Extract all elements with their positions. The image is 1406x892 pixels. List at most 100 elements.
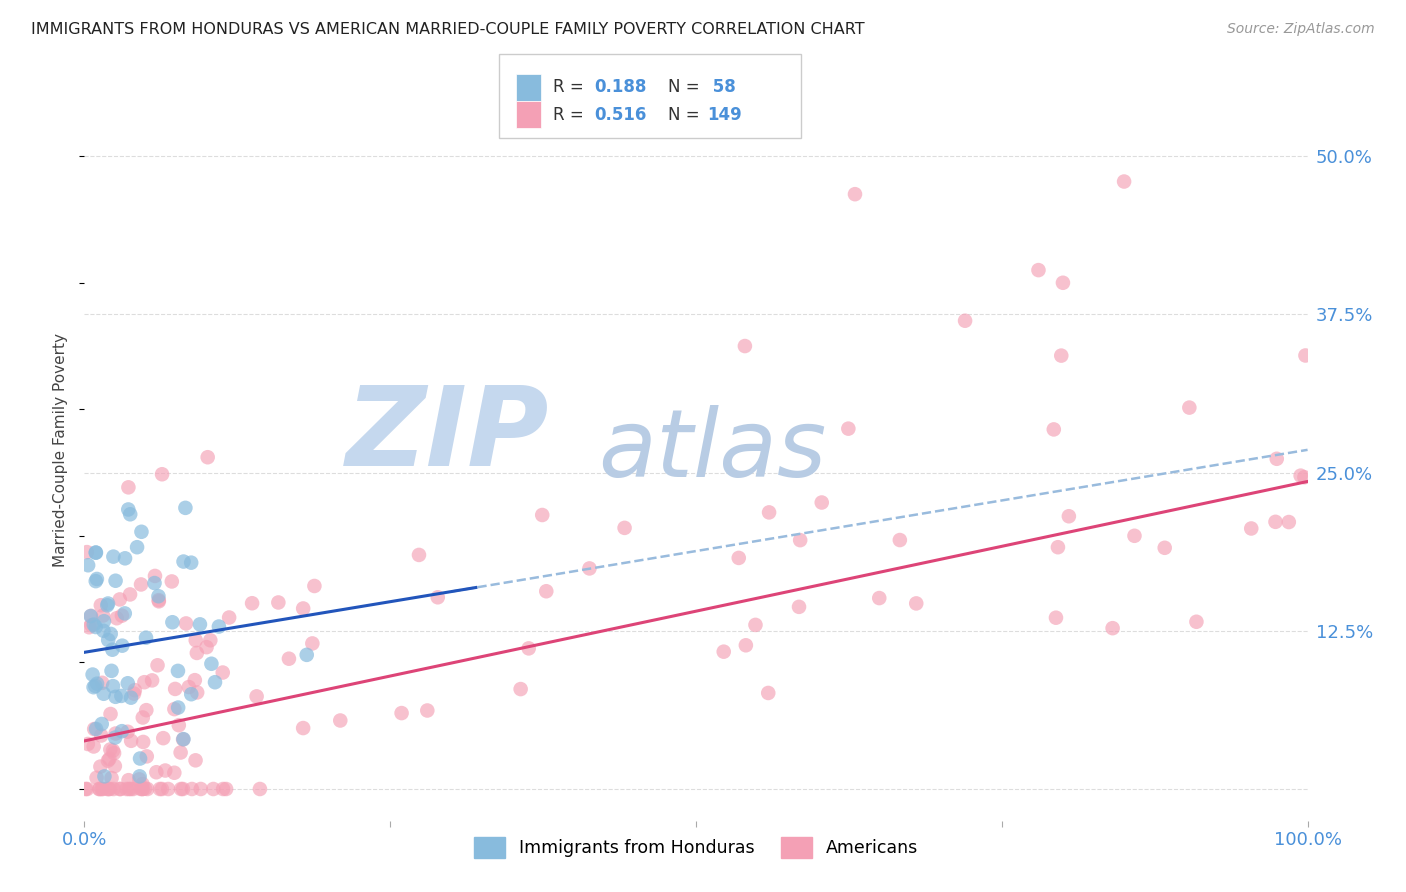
- Point: [169, 746, 191, 760]
- Point: [162, 615, 184, 630]
- Point: [131, 777, 153, 791]
- Point: [149, 782, 172, 797]
- Point: [150, 782, 173, 797]
- Point: [292, 721, 315, 735]
- Point: [93, 624, 115, 638]
- Point: [110, 689, 132, 703]
- Point: [240, 596, 263, 610]
- Point: [79, 609, 101, 624]
- Point: [787, 599, 810, 614]
- Point: [129, 577, 152, 591]
- Point: [82, 667, 104, 681]
- Point: [953, 314, 976, 328]
- Point: [416, 704, 439, 718]
- Point: [756, 686, 779, 700]
- Point: [145, 765, 167, 780]
- Point: [148, 589, 170, 603]
- Point: [509, 682, 531, 697]
- Point: [100, 664, 122, 678]
- Text: N =: N =: [668, 78, 704, 96]
- Point: [200, 657, 222, 671]
- Point: [150, 467, 173, 482]
- Point: [174, 500, 197, 515]
- Point: [184, 753, 207, 767]
- Point: [304, 579, 326, 593]
- Point: [84, 546, 107, 560]
- Text: 0.188: 0.188: [595, 78, 647, 96]
- Point: [91, 608, 114, 623]
- Point: [129, 751, 152, 765]
- Point: [93, 769, 115, 783]
- Point: [111, 724, 134, 739]
- Point: [172, 732, 194, 747]
- Point: [536, 584, 558, 599]
- Point: [76, 545, 98, 559]
- Point: [120, 782, 142, 797]
- Point: [84, 620, 107, 634]
- Point: [218, 610, 240, 624]
- Point: [1240, 521, 1263, 535]
- Point: [211, 665, 233, 680]
- Point: [103, 782, 125, 797]
- Point: [1123, 529, 1146, 543]
- Point: [97, 754, 120, 768]
- Point: [180, 556, 202, 570]
- Y-axis label: Married-Couple Family Poverty: Married-Couple Family Poverty: [53, 334, 69, 567]
- Point: [98, 782, 121, 797]
- Text: R =: R =: [553, 105, 589, 123]
- Point: [104, 731, 127, 745]
- Point: [131, 524, 153, 539]
- Text: atlas: atlas: [598, 405, 827, 496]
- Point: [100, 706, 122, 721]
- Point: [131, 782, 153, 797]
- Point: [426, 591, 449, 605]
- Point: [120, 690, 142, 705]
- Point: [1289, 468, 1312, 483]
- Point: [93, 687, 115, 701]
- Point: [98, 742, 121, 756]
- Point: [76, 737, 98, 751]
- Point: [84, 574, 107, 588]
- Text: ZIP: ZIP: [346, 382, 550, 489]
- Point: [148, 593, 170, 607]
- Point: [87, 782, 110, 797]
- Point: [1278, 515, 1301, 529]
- Point: [83, 680, 105, 694]
- Point: [1050, 349, 1073, 363]
- Point: [90, 782, 112, 797]
- Text: Source: ZipAtlas.com: Source: ZipAtlas.com: [1227, 22, 1375, 37]
- Point: [744, 618, 766, 632]
- Point: [86, 572, 108, 586]
- Point: [249, 782, 271, 797]
- Point: [108, 782, 131, 797]
- Point: [101, 679, 124, 693]
- Point: [208, 619, 231, 633]
- Point: [186, 646, 208, 660]
- Point: [148, 594, 170, 608]
- Point: [75, 782, 97, 797]
- Text: 149: 149: [707, 105, 742, 123]
- Point: [117, 502, 139, 516]
- Point: [215, 782, 238, 797]
- Point: [104, 759, 127, 773]
- Point: [170, 782, 193, 797]
- Point: [1045, 610, 1067, 624]
- Point: [104, 726, 127, 740]
- Point: [197, 450, 219, 465]
- Point: [125, 540, 148, 554]
- Point: [613, 521, 636, 535]
- Point: [1265, 451, 1288, 466]
- Point: [329, 714, 352, 728]
- Point: [517, 641, 540, 656]
- Point: [1046, 540, 1069, 554]
- Point: [1028, 263, 1050, 277]
- Point: [104, 574, 127, 588]
- Point: [93, 614, 115, 628]
- Point: [80, 608, 103, 623]
- Point: [734, 638, 756, 652]
- Point: [136, 782, 159, 797]
- Point: [174, 616, 197, 631]
- Point: [889, 533, 911, 547]
- Point: [578, 561, 600, 575]
- Point: [135, 703, 157, 717]
